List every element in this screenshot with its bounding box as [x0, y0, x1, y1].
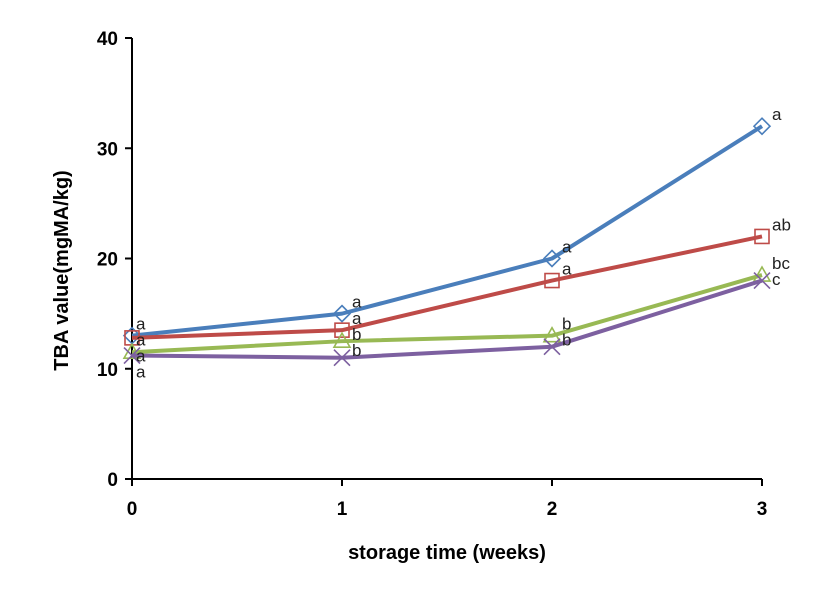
data-point [332, 331, 352, 348]
data-point [754, 228, 770, 245]
significance-letter: a [136, 347, 146, 366]
data-point [334, 322, 350, 338]
data-point [753, 271, 771, 290]
axes [131, 38, 762, 480]
significance-letter: b [352, 341, 361, 360]
y-tick-label: 10 [97, 360, 118, 381]
significance-letter: a [352, 293, 362, 312]
x-tick-label: 3 [757, 499, 768, 520]
series-4-line [131, 278, 763, 360]
data-point [543, 338, 561, 356]
y-tick-label: 30 [97, 139, 118, 160]
series-4 [123, 271, 771, 367]
x-tick-label: 2 [547, 499, 558, 520]
significance-letter: a [352, 309, 362, 328]
significance-letter: b [352, 325, 361, 344]
x-axis-title: storage time (weeks) [348, 542, 546, 564]
series-3 [122, 265, 772, 360]
significance-letter: a [562, 260, 572, 279]
significance-letter: a [562, 238, 572, 257]
significance-letter: c [772, 270, 781, 289]
x-tick-label: 0 [127, 499, 138, 520]
data-point [752, 117, 772, 136]
y-tick-label: 0 [107, 470, 118, 491]
significance-letter: ab [772, 215, 791, 234]
significance-letter: a [136, 315, 146, 334]
significance-letter: a [772, 105, 782, 124]
y-axis-title: TBA value(mgMA/kg) [51, 170, 73, 370]
y-tick-label: 40 [97, 29, 118, 50]
series-2-line [131, 234, 763, 340]
significance-letter: b [562, 331, 571, 350]
series-layer [122, 117, 772, 367]
x-tick-label: 1 [337, 499, 348, 520]
series-3-line [131, 273, 763, 355]
data-point [332, 304, 352, 323]
y-ticks: 0 10 20 30 40 [97, 29, 132, 491]
data-point [544, 272, 560, 289]
data-point [123, 346, 141, 365]
significance-letter: b [562, 315, 571, 334]
data-point [542, 249, 562, 268]
x-ticks: 0 1 2 3 [127, 479, 768, 520]
significance-letter: bc [772, 254, 790, 273]
series-1-line [131, 124, 764, 338]
significance-letter: a [136, 331, 146, 350]
data-point [333, 349, 351, 367]
y-tick-label: 20 [97, 250, 118, 271]
data-point [542, 326, 562, 343]
significance-letter: a [136, 363, 146, 382]
